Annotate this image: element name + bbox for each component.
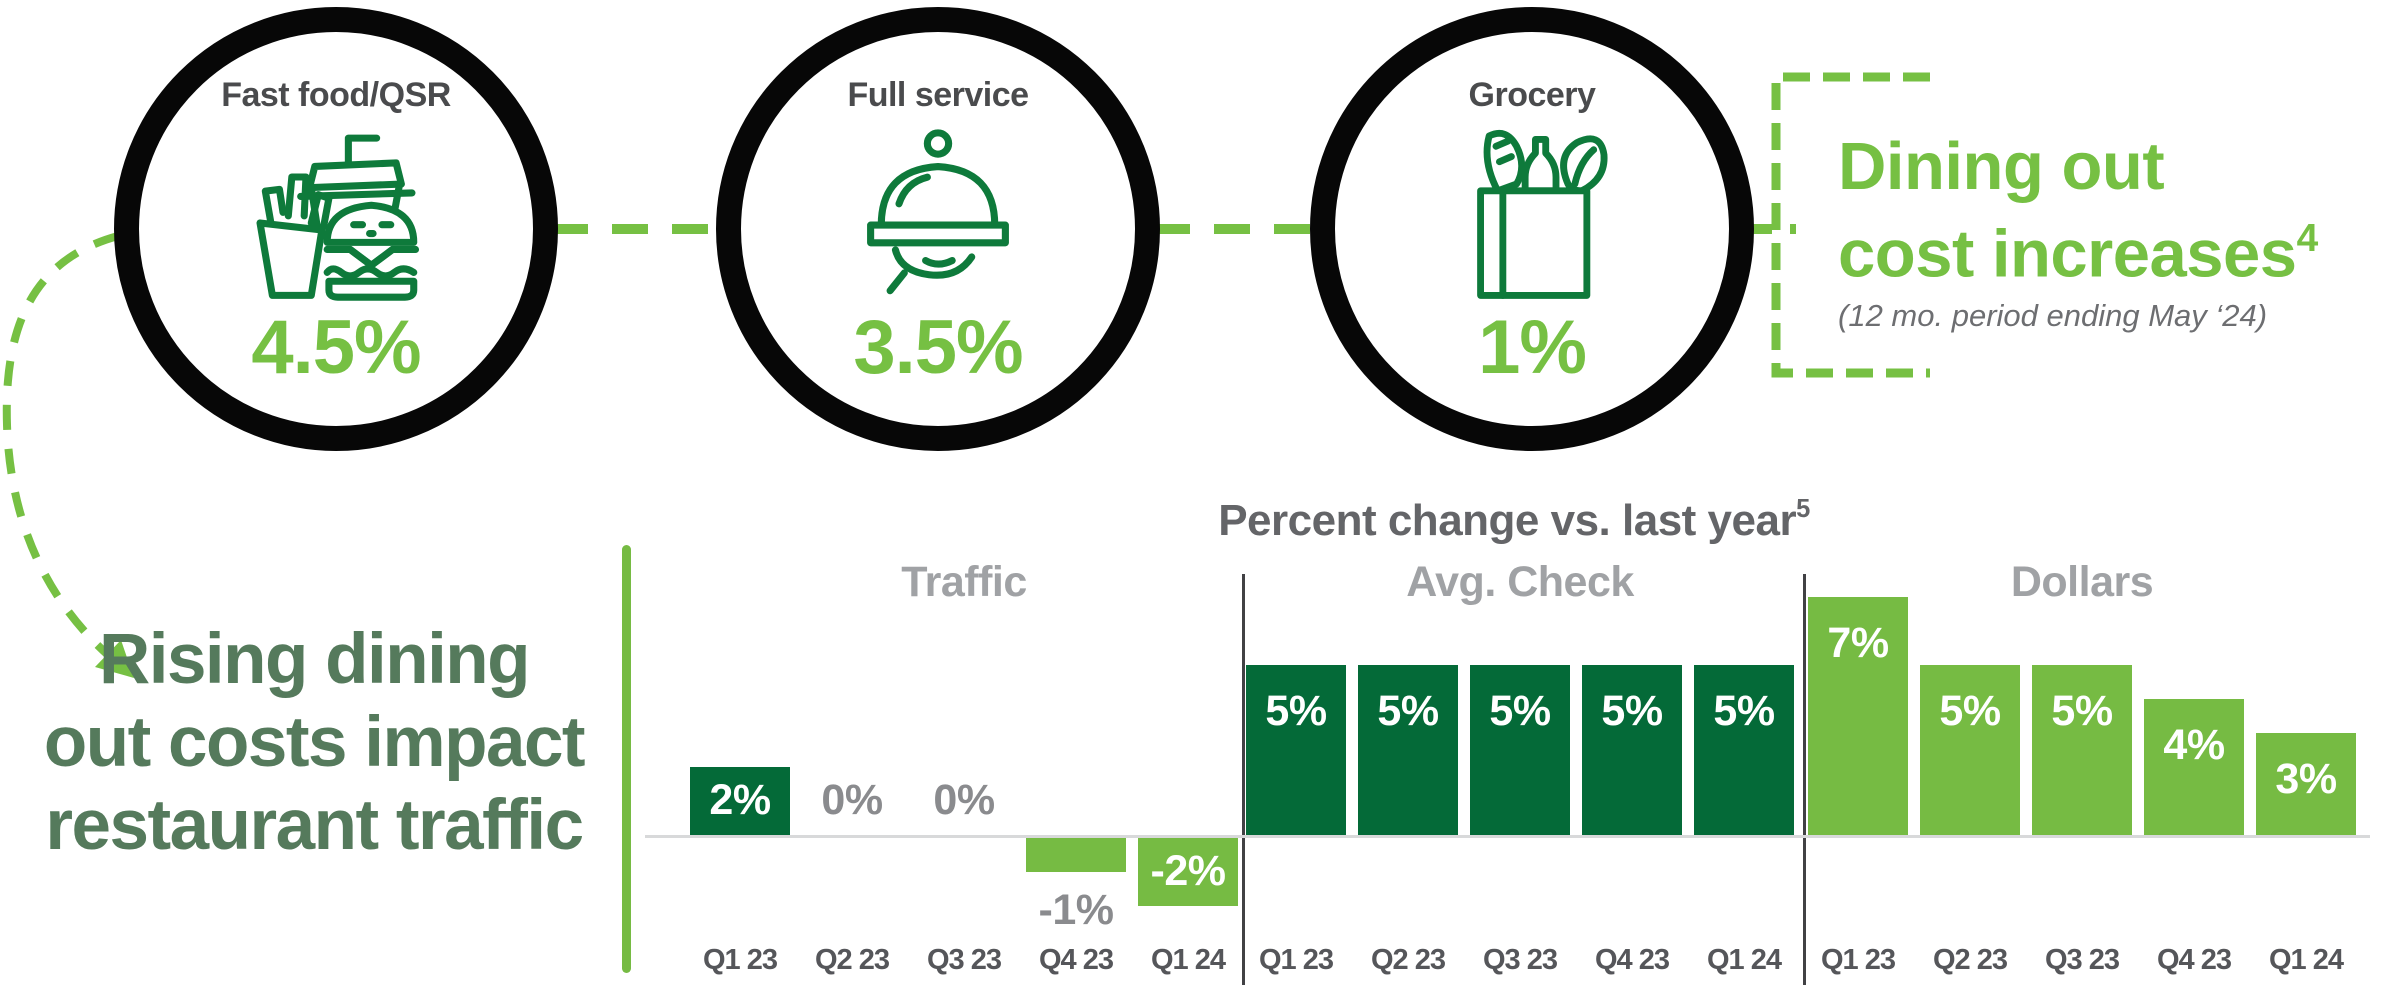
serving-cloche-icon [849, 124, 1027, 301]
bar-avg-check-q1-24 [1694, 665, 1794, 835]
bar-dollars-q1-23 [1808, 597, 1908, 835]
bar-value-label: 5% [1265, 687, 1327, 735]
bar-value-label: 0% [933, 776, 995, 824]
bar-value-label: 3% [2275, 755, 2337, 803]
axis-label-avg-check-q1-24: Q1 24 [1707, 944, 1782, 976]
axis-label-avg-check-q4-23: Q4 23 [1595, 944, 1670, 976]
axis-label-traffic-q3-23: Q3 23 [927, 944, 1002, 976]
category-label: Fast food/QSR [221, 76, 451, 114]
bar-value-label: 5% [1489, 687, 1551, 735]
axis-label-avg-check-q1-23: Q1 23 [1259, 944, 1334, 976]
bar-dollars-q2-23 [1920, 665, 2020, 835]
axis-label-dollars-q4-23: Q4 23 [2157, 944, 2232, 976]
group-divider-2 [1803, 574, 1806, 985]
axis-label-dollars-q1-24: Q1 24 [2269, 944, 2344, 976]
bar-value-label: 5% [1713, 687, 1775, 735]
axis-label-traffic-q2-23: Q2 23 [815, 944, 890, 976]
chart-title: Percent change vs. last year5 [1074, 495, 1954, 546]
axis-label-traffic-q1-23: Q1 23 [703, 944, 778, 976]
headline-line-3: restaurant traffic [45, 786, 584, 865]
chart-title-footnote-marker: 5 [1796, 495, 1810, 524]
bar-value-label: 5% [2051, 687, 2113, 735]
bar-dollars-q1-24 [2256, 733, 2356, 835]
fast-food-icon [247, 124, 425, 311]
group-label-avg-check: Avg. Check [1406, 558, 1634, 606]
bar-traffic-q1-23 [690, 767, 790, 835]
bar-traffic-q1-24 [1138, 838, 1238, 906]
headline: Rising dining out costs impact restauran… [8, 618, 620, 867]
bar-dollars-q3-23 [2032, 665, 2132, 835]
callout-footnote-marker: 4 [2296, 217, 2319, 260]
category-circle-grocery: Grocery 1% [1310, 7, 1754, 451]
callout-line-2: cost increases [1838, 216, 2297, 292]
axis-label-avg-check-q3-23: Q3 23 [1483, 944, 1558, 976]
bar-value-label: -2% [1150, 847, 1226, 895]
curved-arrow [2, 232, 120, 658]
category-circle-full-service: Full service 3.5% [716, 7, 1160, 451]
bar-value-label: 5% [1377, 687, 1439, 735]
bar-value-label: 5% [1939, 687, 2001, 735]
accent-bar [622, 545, 631, 973]
bar-value-label: 4% [2163, 721, 2225, 769]
axis-label-dollars-q1-23: Q1 23 [1821, 944, 1896, 976]
axis-label-dollars-q2-23: Q2 23 [1933, 944, 2008, 976]
bar-value-label: 7% [1827, 619, 1889, 667]
category-label: Grocery [1468, 76, 1596, 114]
chart-title-text: Percent change vs. last year [1218, 496, 1797, 545]
callout-title: Dining out cost increases4 [1838, 130, 2318, 291]
bar-value-label: 5% [1601, 687, 1663, 735]
bar-avg-check-q2-23 [1358, 665, 1458, 835]
group-divider-1 [1242, 574, 1245, 985]
bar-avg-check-q1-23 [1246, 665, 1346, 835]
category-circle-fast-food: Fast food/QSR [114, 7, 558, 451]
callout-line-1: Dining out [1838, 129, 2165, 204]
group-label-dollars: Dollars [2010, 558, 2154, 606]
bar-value-label: 0% [821, 776, 883, 824]
headline-line-1: Rising dining [98, 620, 531, 699]
category-value: 4.5% [251, 305, 421, 390]
category-value: 3.5% [853, 305, 1023, 390]
category-label: Full service [847, 76, 1029, 114]
axis-label-traffic-q4-23: Q4 23 [1039, 944, 1114, 976]
group-label-traffic: Traffic [901, 558, 1027, 606]
bar-traffic-q4-23 [1026, 838, 1126, 872]
category-value: 1% [1478, 305, 1587, 390]
axis-label-dollars-q3-23: Q3 23 [2045, 944, 2120, 976]
bar-value-label: -1% [1038, 886, 1114, 934]
zero-baseline [645, 835, 2370, 838]
bar-dollars-q4-23 [2144, 699, 2244, 835]
headline-line-2: out costs impact [43, 703, 586, 782]
bar-value-label: 2% [709, 776, 771, 824]
grocery-bag-icon [1446, 124, 1618, 309]
bar-avg-check-q3-23 [1470, 665, 1570, 835]
axis-label-avg-check-q2-23: Q2 23 [1371, 944, 1446, 976]
callout-caption: (12 mo. period ending May ‘24) [1838, 298, 2268, 333]
axis-label-traffic-q1-24: Q1 24 [1151, 944, 1226, 976]
bar-avg-check-q4-23 [1582, 665, 1682, 835]
